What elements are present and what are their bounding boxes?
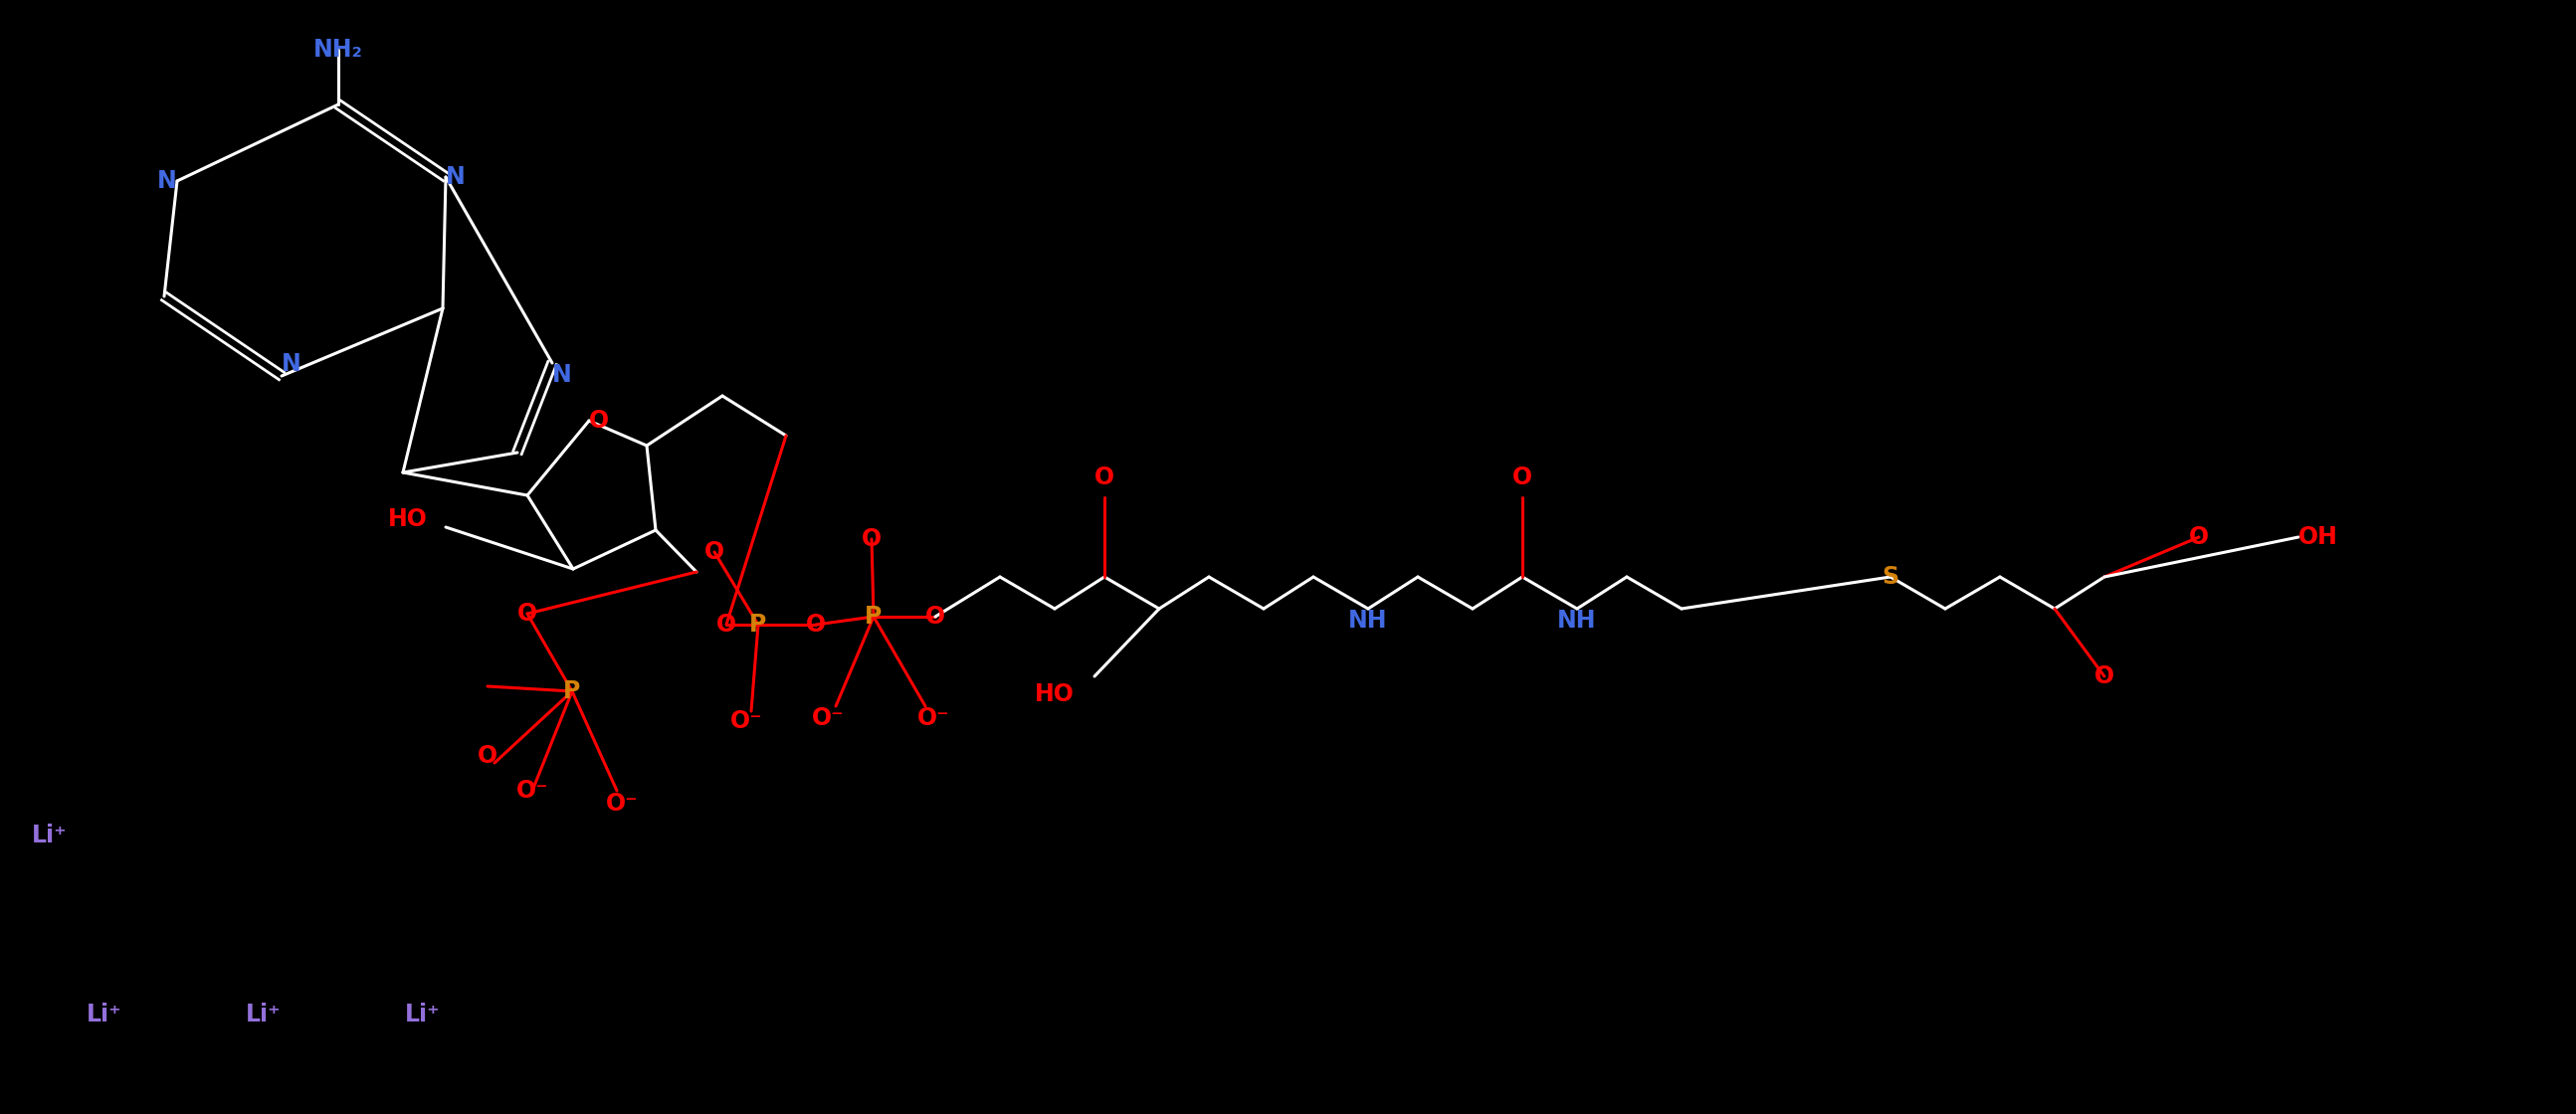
Text: P: P [564,680,580,703]
Text: O⁻: O⁻ [605,792,639,815]
Text: O: O [925,605,945,628]
Text: O: O [703,540,724,564]
Text: N: N [157,169,178,193]
Text: O⁻: O⁻ [515,779,549,803]
Text: Li⁺: Li⁺ [88,1003,121,1026]
Text: N: N [551,363,572,387]
Text: NH₂: NH₂ [314,38,363,61]
Text: O: O [860,527,881,551]
Text: N: N [281,352,301,377]
Text: O⁻: O⁻ [811,706,845,730]
Text: S: S [1883,565,1899,589]
Text: HO: HO [389,507,428,531]
Text: O: O [1095,466,1115,489]
Text: O: O [1512,466,1533,489]
Text: O: O [2094,664,2115,688]
Text: P: P [866,605,881,628]
Text: O⁻: O⁻ [729,710,762,733]
Text: O: O [716,613,737,636]
Text: O: O [2190,525,2208,549]
Text: O: O [590,409,608,432]
Text: O: O [806,613,827,636]
Text: Li⁺: Li⁺ [404,1003,440,1026]
Text: HO: HO [1036,682,1074,706]
Text: NH: NH [1347,608,1388,633]
Text: OH: OH [2298,525,2339,549]
Text: NH: NH [1558,608,1597,633]
Text: O: O [477,744,497,768]
Text: P: P [750,613,768,636]
Text: O⁻: O⁻ [917,706,951,730]
Text: N: N [446,165,466,189]
Text: Li⁺: Li⁺ [245,1003,281,1026]
Text: O: O [518,602,538,626]
Text: Li⁺: Li⁺ [31,823,67,848]
